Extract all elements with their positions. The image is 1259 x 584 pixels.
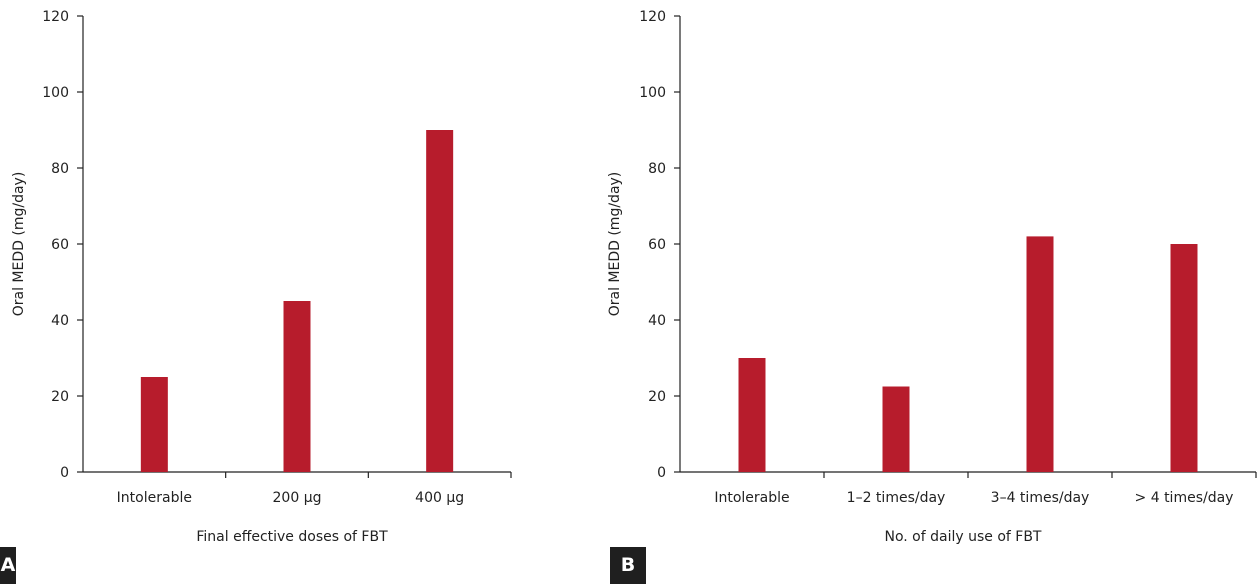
panel-b-y-tick-label: 0 [657,465,666,481]
panel-a-y-tick-label: 40 [51,313,69,329]
panel-b-y-tick-label: 80 [648,161,666,177]
panel-b-y-tick-label: 120 [639,9,666,25]
chart-panel-a: 0 20 40 60 80 100 120 Intolerable 200 μg 400 μg Or… [0,9,512,584]
panel-a-bar [426,130,454,472]
panel-b-y-tick-label: 60 [648,237,666,253]
panel-a-y-tick-label: 100 [42,85,69,101]
panel-b-category-label: 1–2 times/day [847,490,946,506]
chart-panel-b: 0 20 40 60 80 100 120 Intolerable 1–2 times/day 3… [607,9,1257,584]
panel-a-y-tick-label: 120 [42,9,69,25]
panel-a-label-badge [0,547,16,584]
panel-a-category-label: 400 μg [415,490,464,506]
panel-b-label: B [621,554,635,576]
panel-b-category-label: 3–4 times/day [991,490,1090,506]
panel-a-bar [283,301,311,472]
panel-a-y-tick-label: 60 [51,237,69,253]
panel-a-label: A [1,554,16,576]
panel-b-y-axis-title: Oral MEDD (mg/day) [607,172,623,317]
panel-b-label-badge [610,547,646,584]
panel-a-y-axis-title: Oral MEDD (mg/day) [11,172,27,317]
panel-a-category-label: 200 μg [273,490,322,506]
panel-b-y-tick-label: 100 [639,85,666,101]
panel-a-category-label: Intolerable [117,490,192,506]
panel-b-bar [738,358,766,472]
panel-b-category-label: > 4 times/day [1135,490,1234,506]
panel-a-y-tick-label: 20 [51,389,69,405]
panel-a-x-axis-title: Final effective doses of FBT [196,529,388,545]
panel-b-y-tick-label: 40 [648,313,666,329]
panel-b-bar [1026,236,1054,472]
panel-a-y-tick-label: 80 [51,161,69,177]
panel-b-y-tick-label: 20 [648,389,666,405]
panel-b-bar [882,386,910,472]
panel-b-category-label: Intolerable [714,490,789,506]
panel-a-y-tick-label: 0 [60,465,69,481]
panel-a-bar [140,377,168,472]
panel-b-x-axis-title: No. of daily use of FBT [884,529,1041,545]
panel-b-bar [1170,244,1198,472]
